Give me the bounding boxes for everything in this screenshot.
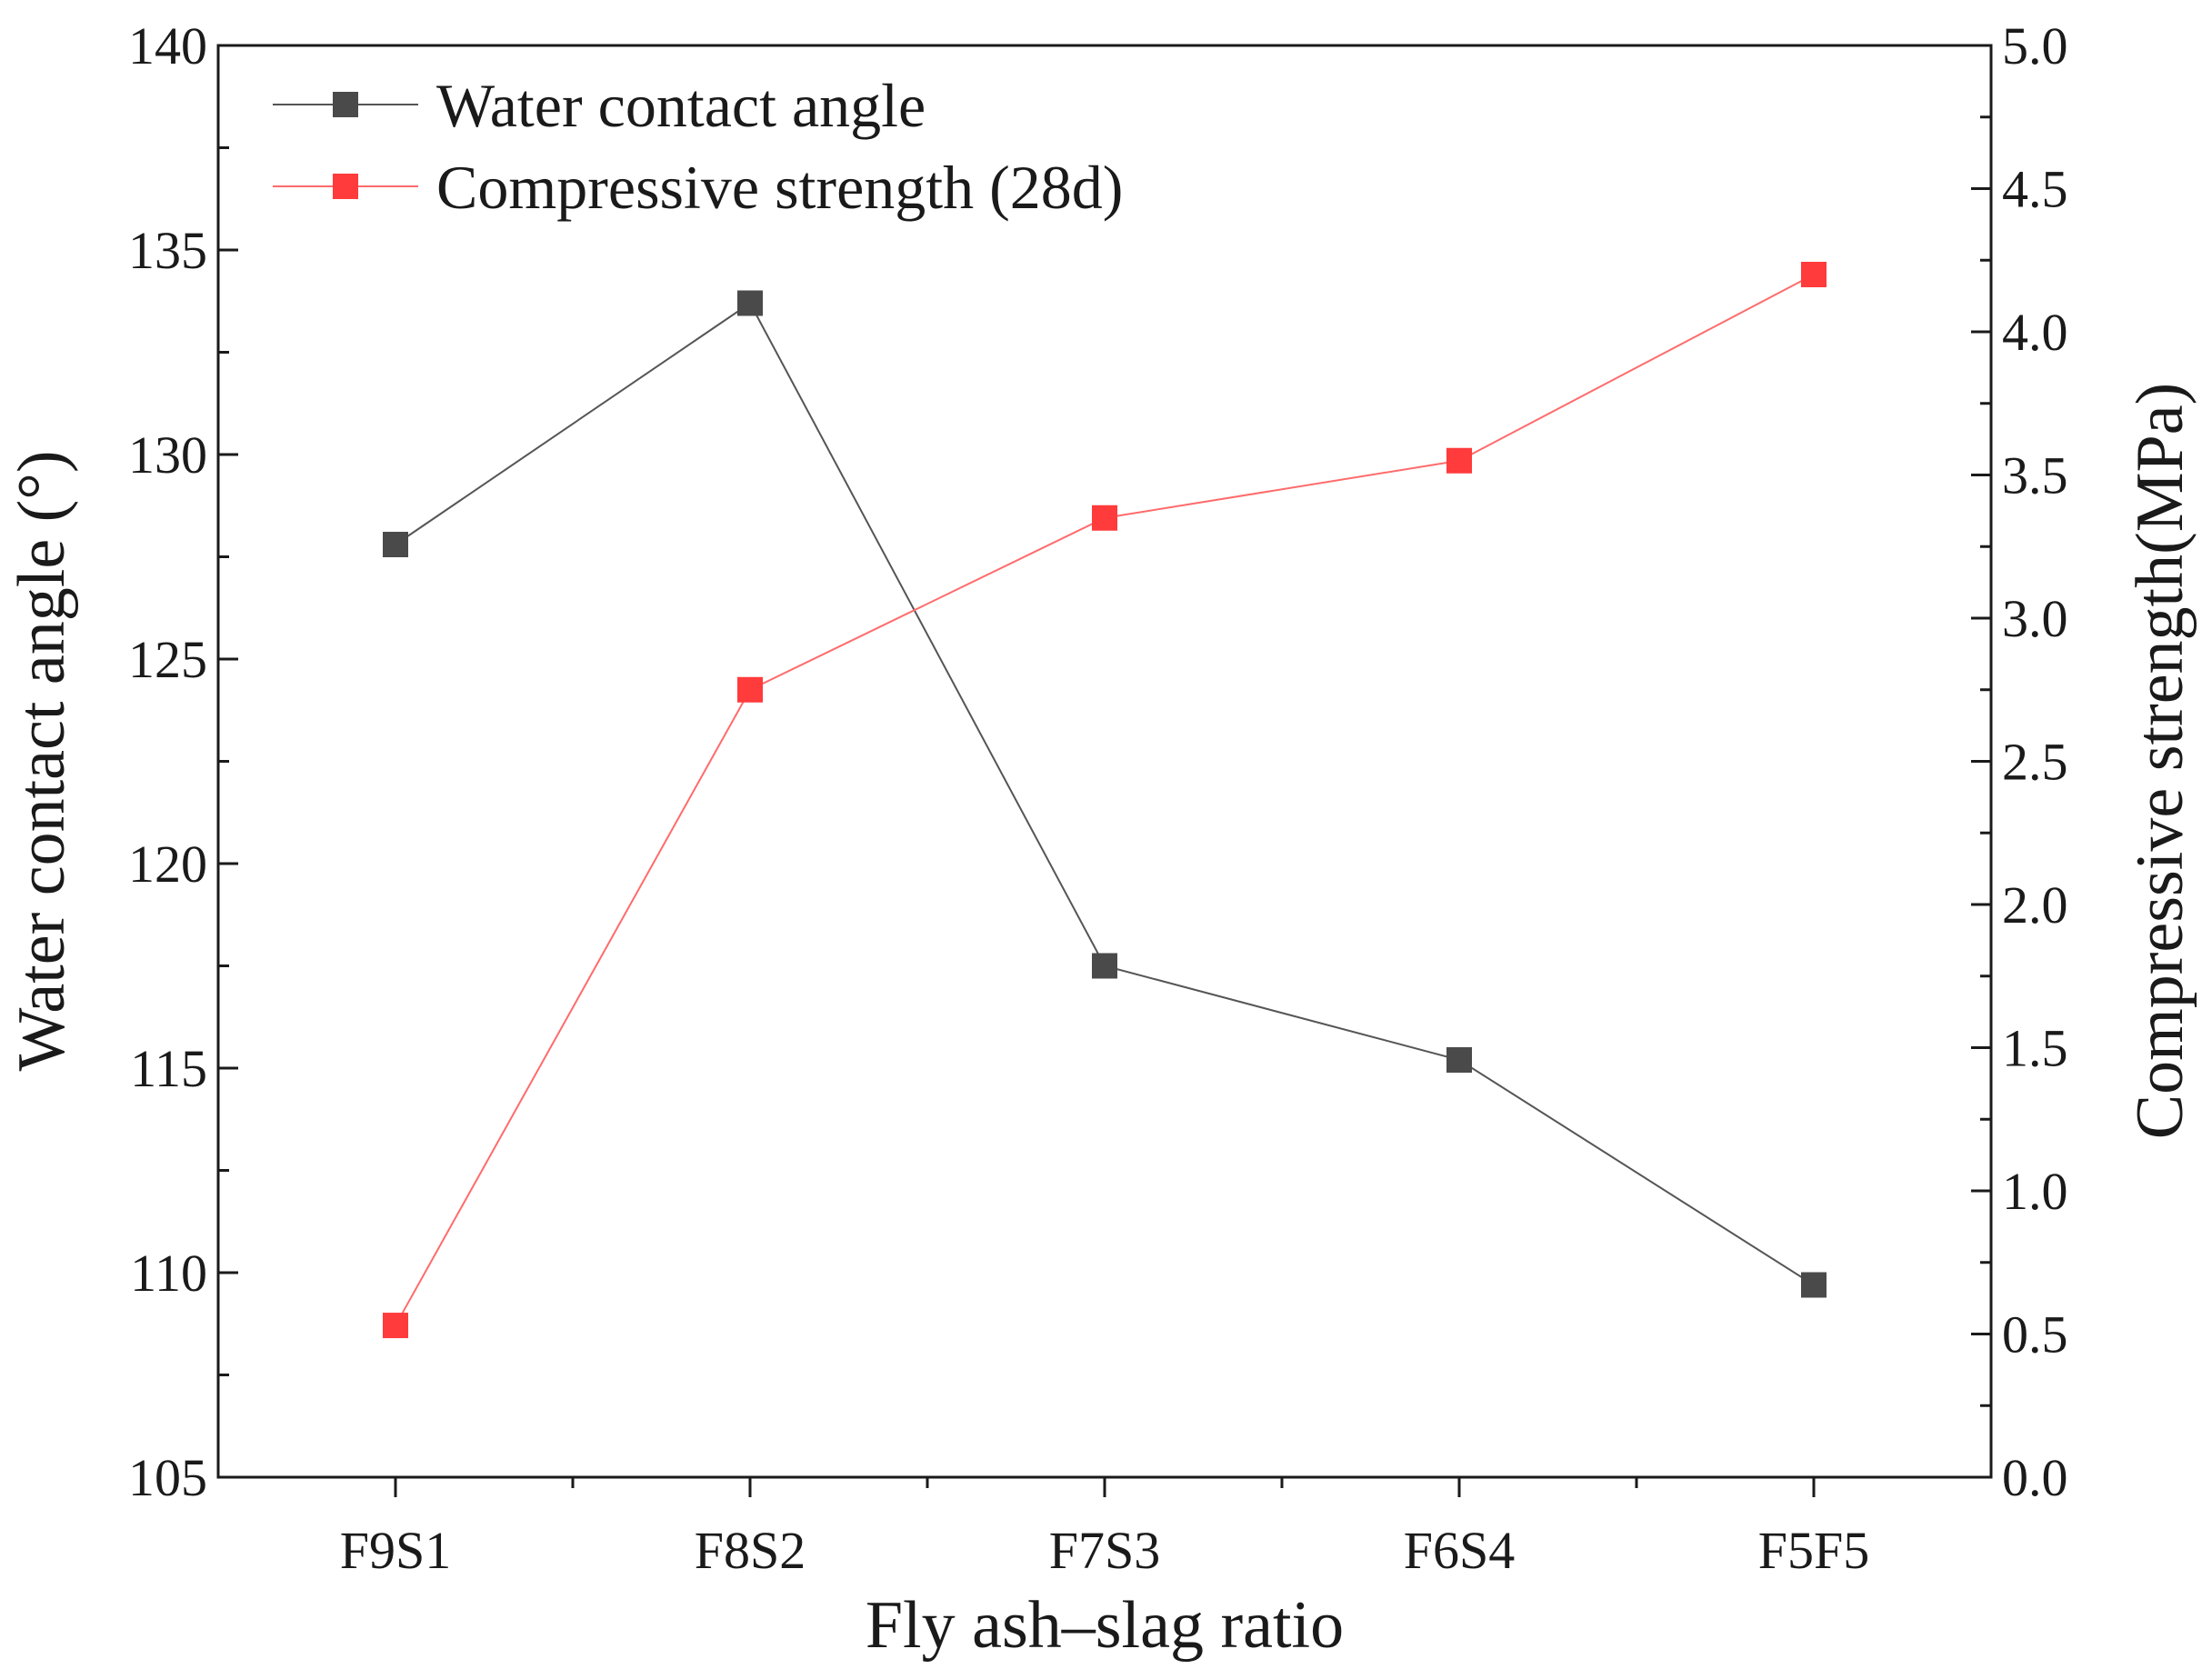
right-axis: 0.0 0.5 1.0 1.5 2.0 2.5 3.0 3.5 4.0 4.5 5.0: [1971, 16, 2068, 1507]
data-point-water-contact-angle: [1801, 1272, 1827, 1298]
left-tick-label: 140: [128, 16, 207, 75]
right-tick-label: 3.0: [2002, 589, 2068, 648]
right-tick-label: 3.5: [2002, 446, 2068, 505]
right-tick-label: 0.5: [2002, 1305, 2068, 1364]
left-tick-label: 130: [128, 425, 207, 485]
legend-marker: [333, 92, 358, 117]
series-layer: [383, 262, 1827, 1339]
right-tick-label: 1.0: [2002, 1162, 2068, 1221]
series-line-water-contact-angle: [395, 302, 1815, 1286]
left-tick-label: 120: [128, 834, 207, 894]
left-tick-label: 135: [128, 221, 207, 280]
right-tick-label: 4.5: [2002, 160, 2068, 219]
data-point-compressive-strength: [1092, 505, 1117, 531]
x-tick-label: F7S3: [1049, 1521, 1161, 1580]
x-tick-label: F8S2: [695, 1521, 806, 1580]
data-point-water-contact-angle: [737, 290, 763, 316]
data-point-water-contact-angle: [1092, 953, 1117, 979]
data-point-compressive-strength: [737, 676, 763, 703]
right-tick-label: 4.0: [2002, 303, 2068, 362]
legend-marker: [333, 174, 358, 199]
data-point-compressive-strength: [1801, 262, 1827, 287]
data-point-compressive-strength: [1446, 447, 1472, 474]
left-tick-label: 110: [130, 1244, 207, 1303]
legend-label: Water contact angle: [436, 71, 926, 140]
right-axis-title: Compressive strength(MPa): [2123, 383, 2197, 1139]
data-point-water-contact-angle: [383, 532, 408, 557]
series-line-compressive-strength: [395, 274, 1815, 1326]
legend-label: Compressive strength (28d): [436, 153, 1123, 222]
right-tick-label: 2.5: [2002, 733, 2068, 792]
right-tick-label: 1.5: [2002, 1019, 2068, 1078]
left-axis-title: Water contact angle (°): [5, 450, 79, 1071]
left-axis: 105 110 115 120 125 130 135 140: [128, 16, 238, 1507]
right-tick-label: 2.0: [2002, 875, 2068, 934]
legend: Water contact angle Compressive strength …: [273, 71, 1123, 222]
x-tick-label: F9S1: [340, 1521, 452, 1580]
left-tick-label: 125: [128, 630, 207, 689]
data-point-water-contact-angle: [1446, 1047, 1472, 1073]
x-tick-label: F5F5: [1758, 1521, 1870, 1580]
data-point-compressive-strength: [383, 1313, 408, 1339]
x-axis-title: Fly ash–slag ratio: [866, 1588, 1344, 1663]
plot-frame: [216, 44, 1993, 1479]
left-tick-label: 105: [128, 1448, 207, 1507]
x-tick-label: F6S4: [1404, 1521, 1516, 1580]
left-tick-label: 115: [130, 1039, 207, 1098]
right-tick-label: 0.0: [2002, 1448, 2068, 1507]
right-tick-label: 5.0: [2002, 16, 2068, 75]
x-axis: F9S1 F8S2 F7S3 F6S4 F5F5: [340, 1477, 1870, 1580]
